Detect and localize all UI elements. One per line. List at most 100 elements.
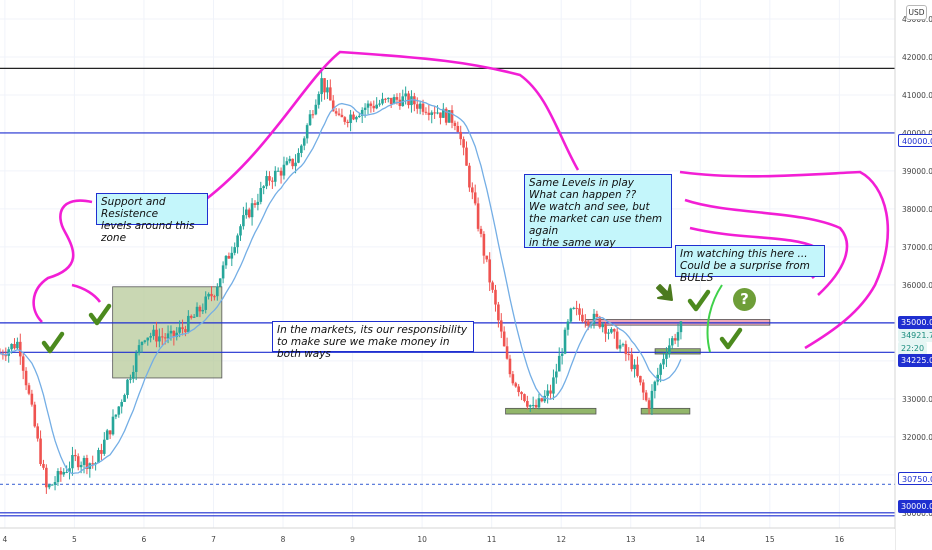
checkmark-icon: [687, 289, 711, 312]
x-tick-label: 8: [281, 535, 286, 544]
candle-body: [346, 121, 350, 124]
candle-body: [216, 286, 219, 297]
candle-body: [514, 383, 518, 387]
arc-left: [32, 199, 93, 323]
candle-body: [656, 374, 660, 382]
candle-body: [221, 265, 225, 279]
candle-body: [27, 385, 31, 394]
candle-body: [227, 255, 231, 259]
candle-body: [120, 401, 123, 407]
annotation-support: Support and Resistence levels around thi…: [96, 193, 208, 244]
candle-body: [175, 332, 179, 338]
candle-body: [381, 98, 384, 104]
candle-body: [592, 313, 596, 325]
candle-body: [108, 430, 112, 435]
candle-body: [244, 209, 248, 216]
candle-body: [288, 158, 292, 162]
candle-body: [39, 438, 42, 464]
candle-body: [181, 327, 184, 330]
candle-body: [549, 390, 552, 394]
candle-body: [653, 381, 657, 391]
candle-body: [103, 439, 106, 454]
candle-body: [59, 471, 63, 475]
x-tick-label: 7: [211, 535, 216, 544]
y-tick-label: 30000.00: [902, 509, 932, 518]
candle-body: [279, 170, 283, 176]
candle-body: [123, 395, 126, 402]
candles: [0, 69, 683, 494]
candle-body: [456, 125, 460, 132]
candle-body: [47, 484, 51, 488]
candle-body: [276, 170, 280, 172]
candle-body: [169, 330, 173, 334]
candle-body: [259, 188, 263, 202]
candle-body: [395, 97, 399, 100]
candle-body: [528, 405, 532, 407]
candle-body: [285, 161, 289, 165]
checkmark-icon: [41, 331, 65, 354]
candle-body: [471, 187, 474, 193]
candle-body: [372, 105, 376, 109]
candle-body: [239, 226, 242, 236]
candle-body: [178, 327, 181, 333]
candle-body: [158, 336, 161, 342]
candle-body: [389, 97, 393, 105]
candle-body: [50, 484, 54, 486]
y-tick-label: 37000.00: [902, 243, 932, 252]
candle-body: [366, 103, 370, 108]
price-tag-last: 34921.74: [898, 329, 932, 342]
candle-body: [355, 117, 358, 120]
candle-body: [639, 375, 642, 383]
candle-body: [670, 338, 674, 346]
candle-body: [16, 341, 19, 349]
candle-body: [555, 371, 558, 378]
candle-body: [331, 100, 335, 112]
candle-body: [679, 321, 683, 333]
candle-body: [491, 282, 494, 290]
candle-body: [641, 382, 645, 393]
candle-body: [421, 103, 425, 112]
candle-body: [384, 98, 387, 100]
candle-body: [647, 400, 651, 409]
x-tick-label: 13: [626, 535, 636, 544]
candle-body: [85, 457, 89, 470]
candle-body: [21, 356, 25, 371]
candle-body: [572, 307, 576, 309]
candle-body: [615, 331, 619, 349]
candle-body: [56, 471, 60, 483]
candle-body: [430, 112, 434, 115]
candle-body: [163, 337, 167, 339]
candle-body: [297, 152, 300, 163]
candle-body: [494, 289, 497, 305]
candle-body: [300, 145, 303, 153]
candle-body: [207, 293, 210, 297]
candle-body: [418, 103, 422, 109]
x-tick-label: 6: [142, 535, 147, 544]
candle-body: [468, 165, 471, 188]
candle-body: [53, 482, 57, 485]
candle-body: [531, 404, 535, 406]
candle-body: [410, 96, 413, 106]
candle-body: [76, 456, 80, 468]
candle-body: [534, 404, 538, 408]
candle-body: [415, 104, 419, 109]
checkmark-icon: [88, 303, 112, 326]
candle-body: [488, 259, 491, 283]
candle-body: [546, 390, 549, 396]
candle-body: [323, 78, 326, 93]
candle-body: [242, 215, 245, 227]
candle-body: [447, 110, 451, 123]
candle-body: [578, 308, 581, 315]
candle-body: [439, 112, 442, 118]
candle-body: [502, 331, 506, 347]
candle-body: [18, 341, 22, 357]
candle-body: [184, 329, 187, 333]
candle-body: [140, 341, 144, 346]
candle-body: [94, 463, 97, 465]
candle-body: [152, 329, 155, 337]
candle-body: [462, 139, 465, 148]
y-tick-label: 39000.00: [902, 167, 932, 176]
candle-body: [352, 114, 355, 120]
